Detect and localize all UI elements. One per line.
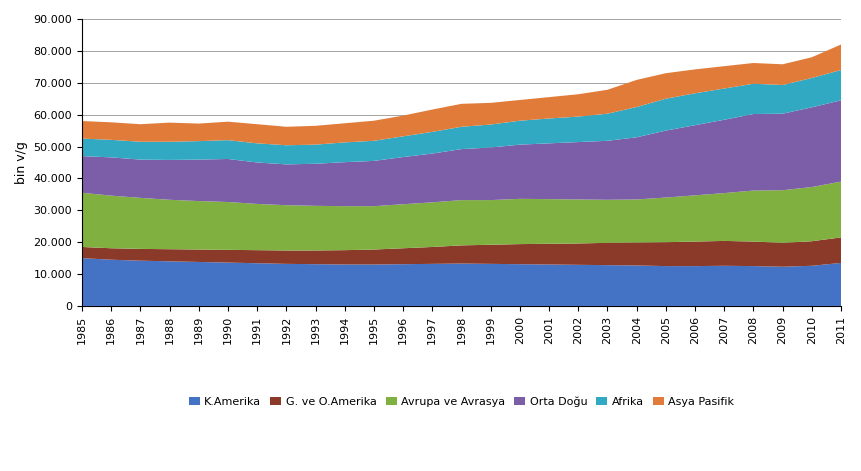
Legend: K.Amerika, G. ve O.Amerika, Avrupa ve Avrasya, Orta Doğu, Afrika, Asya Pasifik: K.Amerika, G. ve O.Amerika, Avrupa ve Av… bbox=[184, 392, 739, 411]
Y-axis label: bin v/g: bin v/g bbox=[15, 141, 28, 184]
